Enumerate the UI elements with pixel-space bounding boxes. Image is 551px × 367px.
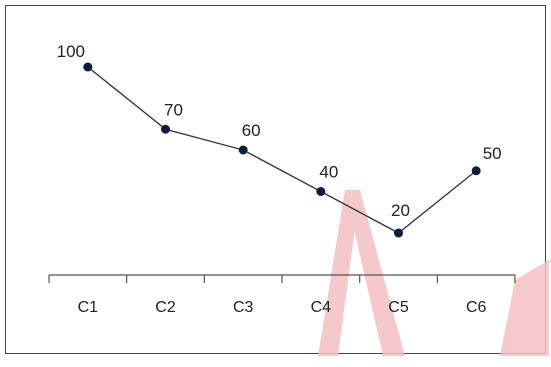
- x-tick-label-c1: C1: [78, 299, 99, 316]
- data-point-c5: [394, 228, 403, 238]
- watermark-letter-edge: [500, 260, 549, 356]
- data-label-c1: 100: [57, 42, 85, 61]
- data-label-c5: 20: [391, 201, 410, 220]
- data-point-c1: [83, 62, 93, 72]
- data-label-c3: 60: [242, 121, 261, 140]
- data-label-layer: 100 70 60 40 20 50: [57, 42, 502, 220]
- data-label-c6: 50: [483, 144, 502, 163]
- series-layer: [83, 62, 481, 238]
- data-point-c2: [161, 124, 170, 134]
- x-axis: C1 C2 C3 C4 C5 C6: [48, 274, 516, 316]
- data-point-c6: [471, 166, 481, 176]
- series-line: [87, 66, 477, 234]
- data-label-c2: 70: [164, 100, 183, 119]
- watermark-shape: [318, 190, 549, 356]
- watermark-letter-left: [318, 190, 360, 356]
- watermark-letter-right: [345, 190, 405, 356]
- data-point-c3: [238, 145, 248, 155]
- x-tick-label-c6: C6: [466, 299, 487, 316]
- x-tick-label-c3: C3: [233, 299, 254, 316]
- data-label-c4: 40: [319, 163, 338, 182]
- chart-border: [5, 5, 546, 354]
- data-point-c4: [316, 187, 326, 196]
- x-tick-label-c4: C4: [311, 299, 332, 316]
- x-tick-label-c5: C5: [388, 299, 409, 316]
- x-tick-label-c2: C2: [155, 299, 176, 316]
